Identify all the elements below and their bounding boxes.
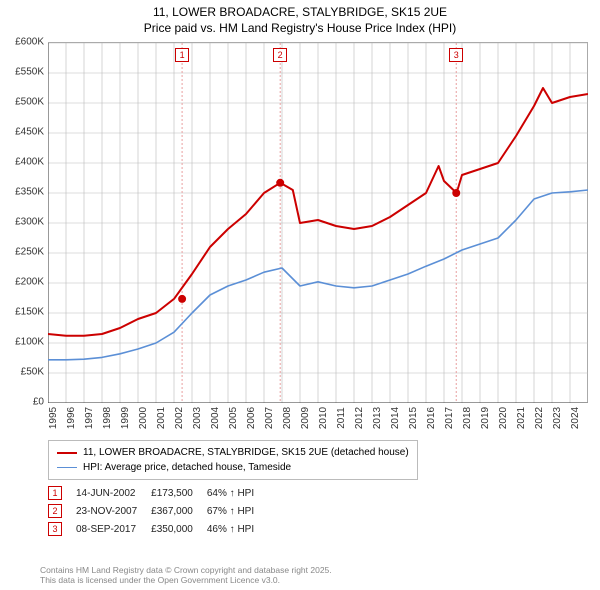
- title-line-2: Price paid vs. HM Land Registry's House …: [0, 20, 600, 36]
- title-line-1: 11, LOWER BROADACRE, STALYBRIDGE, SK15 2…: [0, 4, 600, 20]
- event-price: £367,000: [151, 502, 207, 520]
- x-tick-label: 2007: [264, 407, 275, 429]
- x-tick-label: 2010: [318, 407, 329, 429]
- x-tick-label: 1995: [48, 407, 59, 429]
- x-tick-label: 2013: [372, 407, 383, 429]
- chart-title: 11, LOWER BROADACRE, STALYBRIDGE, SK15 2…: [0, 0, 600, 36]
- event-delta: 46% ↑ HPI: [207, 520, 268, 538]
- x-tick-label: 1996: [66, 407, 77, 429]
- footer-line-2: This data is licensed under the Open Gov…: [40, 575, 332, 586]
- attribution-footer: Contains HM Land Registry data © Crown c…: [40, 565, 332, 586]
- legend-label: 11, LOWER BROADACRE, STALYBRIDGE, SK15 2…: [83, 445, 409, 460]
- y-tick-label: £250K: [0, 247, 44, 258]
- event-marker-ref: 3: [48, 522, 62, 536]
- x-tick-label: 2016: [426, 407, 437, 429]
- legend-item: 11, LOWER BROADACRE, STALYBRIDGE, SK15 2…: [57, 445, 409, 460]
- event-marker-ref: 2: [48, 504, 62, 518]
- x-tick-label: 2015: [408, 407, 419, 429]
- x-tick-label: 2012: [354, 407, 365, 429]
- x-tick-label: 2017: [444, 407, 455, 429]
- y-tick-label: £600K: [0, 37, 44, 48]
- x-tick-label: 2021: [516, 407, 527, 429]
- y-tick-label: £550K: [0, 67, 44, 78]
- x-tick-label: 2005: [228, 407, 239, 429]
- legend-swatch: [57, 467, 77, 468]
- events-table: 1 14-JUN-2002£173,50064% ↑ HPI 2 23-NOV-200…: [48, 484, 268, 538]
- event-row: 1 14-JUN-2002£173,50064% ↑ HPI: [48, 484, 268, 502]
- event-row: 3 08-SEP-2017£350,00046% ↑ HPI: [48, 520, 268, 538]
- x-tick-label: 2000: [138, 407, 149, 429]
- event-price: £173,500: [151, 484, 207, 502]
- x-tick-label: 2022: [534, 407, 545, 429]
- event-delta: 64% ↑ HPI: [207, 484, 268, 502]
- event-delta: 67% ↑ HPI: [207, 502, 268, 520]
- legend: 11, LOWER BROADACRE, STALYBRIDGE, SK15 2…: [48, 440, 418, 480]
- y-tick-label: £300K: [0, 217, 44, 228]
- y-tick-label: £350K: [0, 187, 44, 198]
- x-tick-label: 2020: [498, 407, 509, 429]
- footer-line-1: Contains HM Land Registry data © Crown c…: [40, 565, 332, 576]
- event-marker-3: 3: [449, 48, 463, 62]
- y-tick-label: £150K: [0, 307, 44, 318]
- x-tick-label: 2003: [192, 407, 203, 429]
- x-tick-label: 2008: [282, 407, 293, 429]
- y-tick-label: £500K: [0, 97, 44, 108]
- x-tick-label: 2018: [462, 407, 473, 429]
- x-tick-label: 1997: [84, 407, 95, 429]
- legend-swatch: [57, 452, 77, 454]
- x-tick-label: 2009: [300, 407, 311, 429]
- x-tick-label: 1998: [102, 407, 113, 429]
- x-tick-label: 2011: [336, 407, 347, 429]
- event-date: 08-SEP-2017: [76, 520, 151, 538]
- x-tick-label: 2014: [390, 407, 401, 429]
- chart-container: 11, LOWER BROADACRE, STALYBRIDGE, SK15 2…: [0, 0, 600, 590]
- x-tick-label: 2019: [480, 407, 491, 429]
- x-tick-label: 2024: [570, 407, 581, 429]
- x-tick-label: 1999: [120, 407, 131, 429]
- plot-svg: [48, 43, 588, 403]
- event-date: 23-NOV-2007: [76, 502, 151, 520]
- event-marker-ref: 1: [48, 486, 62, 500]
- y-tick-label: £100K: [0, 337, 44, 348]
- x-tick-label: 2023: [552, 407, 563, 429]
- event-date: 14-JUN-2002: [76, 484, 151, 502]
- event-marker-1: 1: [175, 48, 189, 62]
- y-tick-label: £400K: [0, 157, 44, 168]
- legend-item: HPI: Average price, detached house, Tame…: [57, 460, 409, 475]
- x-tick-label: 2006: [246, 407, 257, 429]
- y-tick-label: £0: [0, 397, 44, 408]
- y-tick-label: £50K: [0, 367, 44, 378]
- x-tick-label: 2001: [156, 407, 167, 429]
- event-marker-2: 2: [273, 48, 287, 62]
- x-tick-label: 2002: [174, 407, 185, 429]
- plot-area: [48, 42, 588, 402]
- event-row: 2 23-NOV-2007£367,00067% ↑ HPI: [48, 502, 268, 520]
- y-tick-label: £450K: [0, 127, 44, 138]
- x-tick-label: 2004: [210, 407, 221, 429]
- y-tick-label: £200K: [0, 277, 44, 288]
- event-price: £350,000: [151, 520, 207, 538]
- legend-label: HPI: Average price, detached house, Tame…: [83, 460, 291, 475]
